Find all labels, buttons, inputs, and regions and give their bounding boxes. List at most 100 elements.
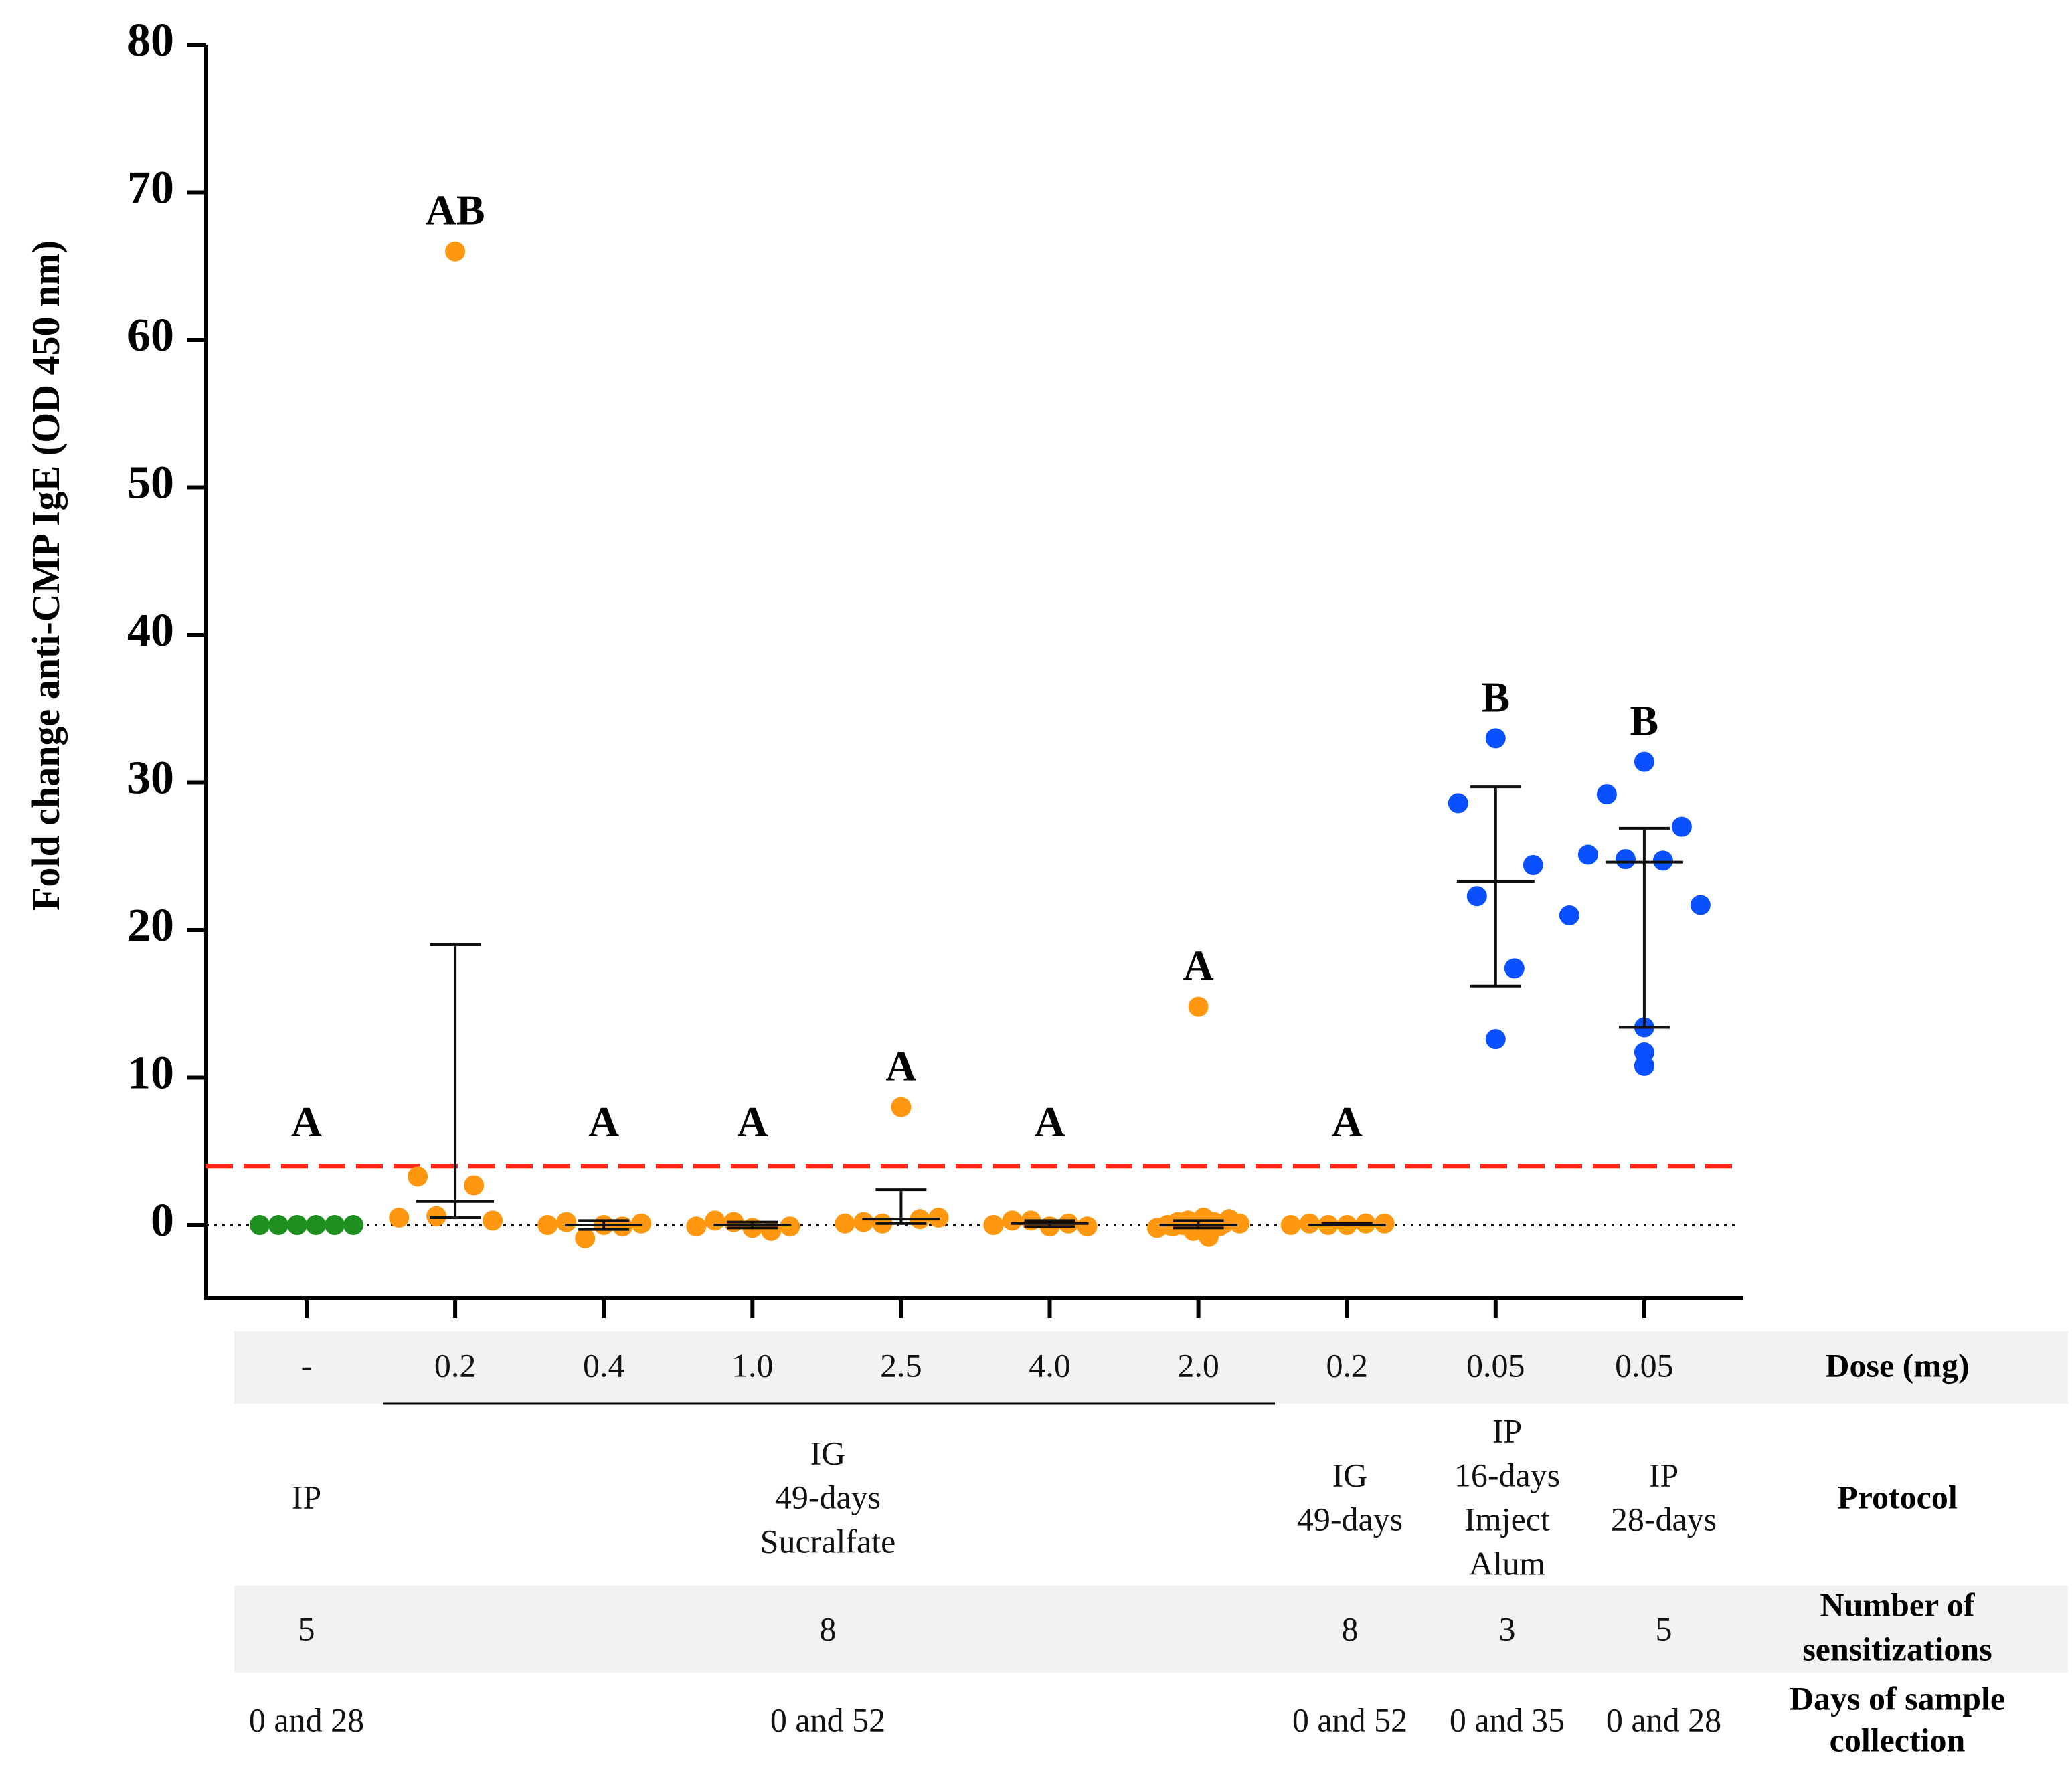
data-point bbox=[1147, 1218, 1167, 1238]
data-point bbox=[1690, 895, 1711, 915]
nsens-header-line2: sensitizations bbox=[1802, 1630, 1992, 1667]
significance-letter: A bbox=[588, 1098, 619, 1145]
y-tick-label: 30 bbox=[127, 753, 174, 804]
data-point bbox=[464, 1175, 485, 1196]
nsens-cell-1: 5 bbox=[298, 1610, 315, 1647]
data-point bbox=[1485, 728, 1506, 749]
data-point bbox=[1634, 1042, 1654, 1063]
dose-cell: 0.05 bbox=[1466, 1346, 1525, 1384]
protocol-ig49-line2: 49-days bbox=[1297, 1500, 1403, 1538]
protocol-ip28-line2: 28-days bbox=[1611, 1500, 1717, 1538]
y-tick-label: 10 bbox=[127, 1048, 174, 1099]
reference-lines bbox=[206, 1164, 1737, 1226]
data-point bbox=[389, 1207, 410, 1228]
days-header-line1: Days of sample bbox=[1790, 1679, 2005, 1717]
data-point bbox=[537, 1215, 558, 1235]
significance-letter: A bbox=[737, 1098, 768, 1145]
significance-letter: B bbox=[1630, 697, 1659, 745]
data-point bbox=[1448, 793, 1468, 814]
days-ig49: 0 and 52 bbox=[1292, 1701, 1407, 1738]
dose-row: - 0.2 0.4 1.0 2.5 4.0 2.0 0.2 0.05 0.05 bbox=[301, 1346, 1674, 1384]
dose-cell: 0.2 bbox=[434, 1346, 477, 1384]
nsens-ig49: 8 bbox=[1342, 1610, 1359, 1647]
protocol-ip28-line1: IP bbox=[1649, 1456, 1678, 1493]
protocol-ip16-line1: IP bbox=[1492, 1412, 1522, 1449]
protocol-cell-1: IP bbox=[292, 1478, 321, 1515]
data-point bbox=[1634, 751, 1654, 772]
protocol-ig-sucralfate-line2: 49-days bbox=[775, 1478, 881, 1515]
days-cell-1: 0 and 28 bbox=[249, 1701, 364, 1738]
significance-letter: A bbox=[291, 1098, 322, 1145]
data-points bbox=[250, 241, 1711, 1248]
data-point bbox=[686, 1216, 707, 1237]
days-ig-sucralfate: 0 and 52 bbox=[770, 1701, 885, 1738]
dose-cell: 0.2 bbox=[1326, 1346, 1368, 1384]
data-point bbox=[1077, 1216, 1098, 1237]
significance-letter: AB bbox=[426, 187, 485, 234]
protocol-ig-sucralfate-line3: Sucralfate bbox=[760, 1522, 896, 1560]
dose-cell: 4.0 bbox=[1029, 1346, 1071, 1384]
data-point bbox=[631, 1213, 652, 1234]
data-point bbox=[1652, 850, 1673, 871]
dose-cell: 2.0 bbox=[1177, 1346, 1219, 1384]
nsens-header-line1: Number of bbox=[1820, 1586, 1975, 1623]
data-point bbox=[1504, 958, 1525, 979]
dose-cell: 0.4 bbox=[583, 1346, 625, 1384]
dose-cell: - bbox=[301, 1346, 313, 1384]
data-point bbox=[343, 1215, 363, 1235]
data-point bbox=[1299, 1213, 1320, 1234]
axes: 0 10 20 30 40 50 60 70 80 bbox=[127, 15, 1743, 1318]
data-point bbox=[1466, 886, 1487, 907]
data-point bbox=[1188, 996, 1209, 1017]
data-point bbox=[1214, 1213, 1235, 1234]
protocol-ip16-line3: Imject bbox=[1464, 1500, 1550, 1538]
data-point bbox=[408, 1166, 428, 1187]
dose-cell: 2.5 bbox=[880, 1346, 922, 1384]
y-tick-label: 70 bbox=[127, 163, 174, 214]
nsens-ip28: 5 bbox=[1656, 1610, 1672, 1647]
protocol-header: Protocol bbox=[1837, 1478, 1958, 1515]
data-point bbox=[928, 1207, 949, 1228]
data-point bbox=[575, 1228, 596, 1248]
dose-cell: 1.0 bbox=[731, 1346, 774, 1384]
data-point bbox=[705, 1210, 725, 1231]
y-tick-label: 20 bbox=[127, 900, 174, 951]
dose-row-bg bbox=[234, 1331, 2068, 1404]
data-point bbox=[287, 1215, 307, 1235]
significance-letter: A bbox=[1183, 942, 1213, 990]
protocol-ig-sucralfate-line1: IG bbox=[810, 1434, 846, 1471]
data-point bbox=[1559, 905, 1579, 925]
y-tick-label: 50 bbox=[127, 458, 174, 509]
data-point bbox=[426, 1206, 447, 1226]
significance-letter: A bbox=[1332, 1098, 1363, 1145]
y-tick-label: 60 bbox=[127, 310, 174, 361]
data-point bbox=[306, 1215, 326, 1235]
nsens-row-bg bbox=[234, 1586, 2068, 1673]
data-point bbox=[325, 1215, 345, 1235]
data-point bbox=[250, 1215, 270, 1235]
y-tick-label: 0 bbox=[151, 1195, 174, 1246]
significance-letter: B bbox=[1481, 673, 1510, 721]
data-point bbox=[780, 1216, 800, 1237]
data-point bbox=[1485, 1029, 1506, 1050]
protocol-ip16-line2: 16-days bbox=[1454, 1456, 1560, 1493]
data-point bbox=[556, 1212, 577, 1232]
days-ip28: 0 and 28 bbox=[1606, 1701, 1721, 1738]
data-point bbox=[1615, 849, 1636, 870]
data-point bbox=[1671, 816, 1692, 837]
y-axis-label: Fold change anti-CMP IgE (OD 450 nm) bbox=[24, 240, 68, 911]
data-point bbox=[1523, 854, 1543, 875]
nsens-ig-sucralfate: 8 bbox=[820, 1610, 837, 1647]
y-tick-label: 80 bbox=[127, 15, 174, 66]
data-point bbox=[853, 1212, 874, 1232]
data-point bbox=[268, 1215, 288, 1235]
error-bars bbox=[416, 785, 1683, 1231]
protocol-ig49-line1: IG bbox=[1332, 1456, 1368, 1493]
data-point bbox=[891, 1097, 912, 1117]
dose-cell: 0.05 bbox=[1615, 1346, 1674, 1384]
data-point bbox=[483, 1210, 503, 1231]
significance-letter: A bbox=[1034, 1098, 1065, 1145]
data-point bbox=[1577, 844, 1598, 865]
